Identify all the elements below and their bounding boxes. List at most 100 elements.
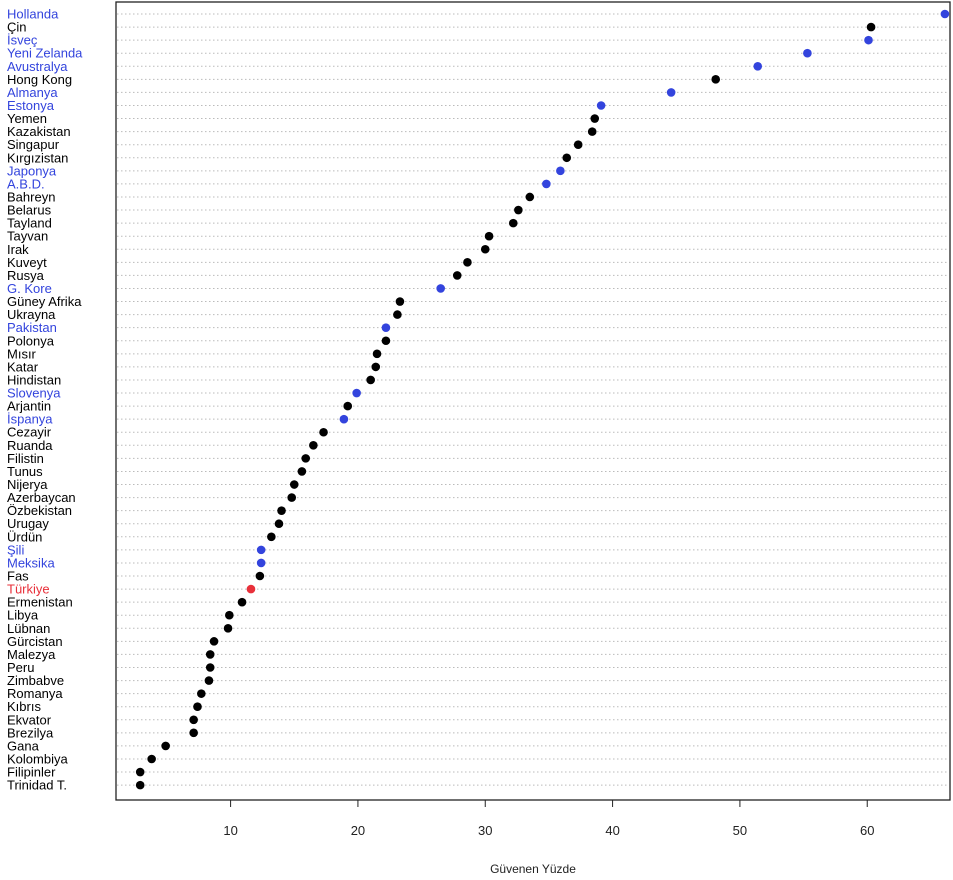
category-label: Arjantin [7,399,51,414]
category-label: Türkiye [7,582,50,597]
data-point [297,467,307,476]
category-label: Fas [7,569,29,584]
category-label: Kazakistan [7,124,71,139]
category-label: Filipinler [7,765,56,780]
plot-frame [115,1,951,801]
x-tick-label: 50 [733,823,747,838]
category-label: Kuveyt [7,255,47,270]
category-label: Mısır [7,346,37,361]
category-label: Romanya [7,686,63,701]
data-point [255,571,265,581]
category-label: Yeni Zelanda [7,46,83,61]
category-label: Bahreyn [7,189,55,204]
category-label: Peru [7,660,34,675]
category-label: Pakistan [7,320,57,335]
x-axis-title: Güvenen Yüzde [490,862,576,876]
data-point [562,153,572,163]
category-label: Ermenistan [7,595,73,610]
category-label: Slovenya [7,386,61,401]
category-label: İsveç [7,33,38,48]
category-label: Nijerya [7,477,48,492]
category-label: Lübnan [7,621,50,636]
data-point [204,676,214,685]
category-label: Tunus [7,464,43,479]
data-point [135,767,145,777]
x-tick-label: 40 [605,823,619,838]
data-points [135,9,950,790]
data-point [225,610,234,620]
data-point [197,689,206,698]
data-point [366,375,375,385]
data-point [274,519,284,529]
data-point [277,506,286,515]
data-point [352,388,361,398]
category-label: Şili [7,542,24,557]
category-label: Urugay [7,516,49,531]
data-point [666,88,676,97]
data-point [525,192,535,202]
category-label: Hong Kong [7,72,72,87]
data-point [371,362,381,372]
data-point [711,75,721,84]
category-label: İspanya [7,412,53,427]
data-point [381,323,391,332]
data-point [542,179,551,189]
data-point [480,244,490,254]
data-point [189,728,198,738]
x-axis: 10 20 30 40 50 60 [223,800,874,838]
category-label: Libya [7,608,39,623]
data-point [205,663,215,672]
data-point [573,140,583,149]
category-label: Avustralya [7,59,68,74]
category-label: Malezya [7,647,56,662]
category-label: Özbekistan [7,503,72,518]
data-point [753,61,763,71]
grid-lines [117,13,949,786]
category-label: Cezayir [7,425,52,440]
category-label: Irak [7,242,29,257]
data-point [596,101,606,110]
data-point [161,741,170,751]
data-point [343,401,353,411]
data-point [395,297,405,306]
data-point [940,9,950,19]
category-label: Estonya [7,98,55,113]
category-label: A.B.D. [7,176,45,191]
category-label: Brezilya [7,725,54,740]
category-label: Tayvan [7,229,48,244]
category-label: Kıbrıs [7,699,41,714]
category-label: Gana [7,738,40,753]
data-point [452,271,462,280]
category-label: Hindistan [7,372,61,387]
category-label: Meksika [7,555,55,570]
data-point [237,597,247,607]
category-label: Kırgızistan [7,150,68,165]
data-point [339,414,349,424]
category-label: Japonya [7,163,57,178]
data-point [246,584,256,594]
data-point [381,336,391,346]
data-point [393,310,402,319]
category-label: G. Kore [7,281,52,296]
data-point [309,441,318,450]
data-point [147,754,156,764]
category-label: Ruanda [7,438,53,453]
data-point [436,284,445,293]
category-label: Filistin [7,451,44,466]
data-point [803,48,812,58]
data-point [256,545,266,555]
category-label: Rusya [7,268,45,283]
data-point [193,702,202,712]
data-point [508,218,518,228]
category-label: Almanya [7,85,58,100]
x-tick-label: 20 [351,823,365,838]
category-label: Ekvator [7,712,52,727]
data-point [484,231,494,241]
category-label: Polonya [7,333,55,348]
data-point [289,480,299,489]
category-label: Kolombiya [7,751,68,766]
category-label: Tayland [7,216,52,231]
data-point [135,780,145,790]
